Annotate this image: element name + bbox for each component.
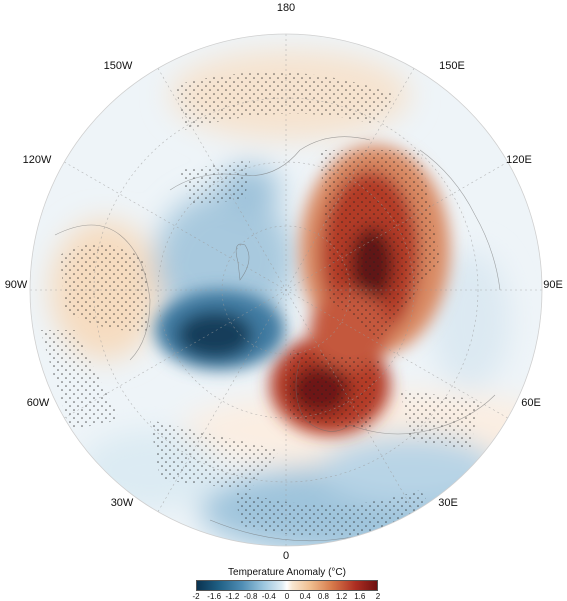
colorbar-tick: 0.4: [299, 592, 311, 601]
colorbar-tick: 0.8: [317, 592, 329, 601]
lon-label-30w: 30W: [110, 497, 134, 509]
colorbar-tick: -1.6: [207, 592, 222, 601]
colorbar-tick: 0: [284, 592, 290, 601]
lon-label-60w: 60W: [26, 397, 50, 409]
lon-label-30e: 30E: [438, 497, 458, 509]
colorbar-tick: -1.2: [225, 592, 240, 601]
colorbar-tick: -0.8: [243, 592, 258, 601]
lon-label-180: 180: [276, 2, 296, 14]
colorbar-tick: 2: [375, 592, 381, 601]
coastlines: [54, 136, 501, 542]
lon-label-0: 0: [282, 550, 290, 562]
colorbar-title: Temperature Anomaly (°C): [228, 567, 346, 578]
lon-label-90w: 90W: [4, 279, 28, 291]
lon-label-150w: 150W: [103, 60, 133, 72]
lon-label-120e: 120E: [506, 154, 532, 166]
graticule: [30, 34, 542, 546]
lon-label-90e: 90E: [543, 279, 563, 291]
significance-stippling: [40, 72, 480, 537]
map-border: [29, 33, 543, 547]
colorbar-tick: -0.4: [261, 592, 276, 601]
lon-label-120w: 120W: [22, 154, 52, 166]
lon-label-60e: 60E: [521, 397, 541, 409]
colorbar-tick: 1.2: [336, 592, 348, 601]
cold-anomaly: [155, 290, 285, 370]
colorbar-gradient: [196, 580, 378, 591]
colorbar-tick: -2: [192, 592, 200, 601]
lon-label-150e: 150E: [439, 60, 465, 72]
colorbar-tick: 1.6: [354, 592, 366, 601]
